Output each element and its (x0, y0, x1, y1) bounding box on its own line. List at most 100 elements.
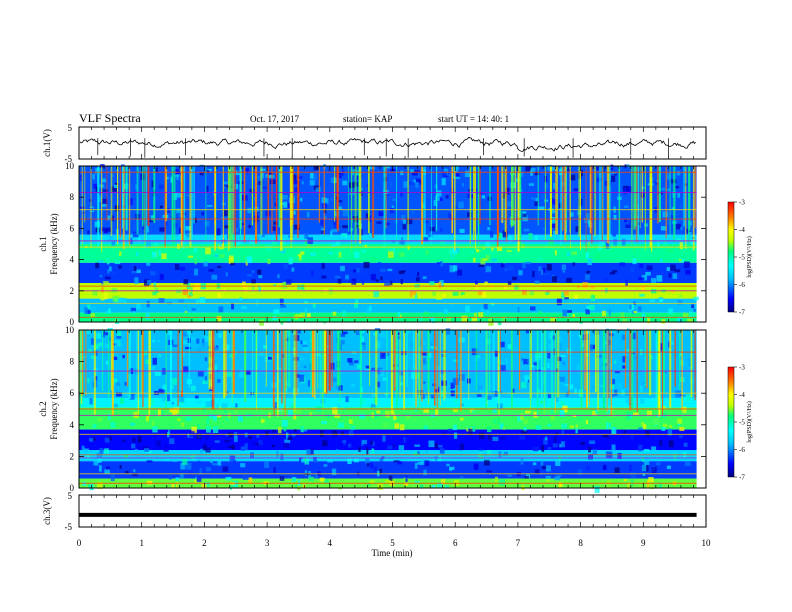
spectrogram-cell (421, 393, 425, 400)
spectrogram-cell (357, 364, 362, 369)
spectrogram-cell (309, 179, 315, 186)
spectrogram-cell (585, 308, 590, 315)
spectrogram-cell (606, 436, 611, 440)
spectrogram-cell (205, 247, 211, 255)
spectrogram-cell (384, 280, 391, 287)
spectrogram-cell (158, 354, 162, 357)
spectrogram-cell (300, 197, 303, 202)
spectrogram-cell (300, 426, 304, 433)
spectrogram-cell (90, 313, 95, 318)
spectrogram-streak (101, 330, 104, 391)
spectrogram-streak (395, 330, 398, 410)
spectrogram-cell (124, 393, 130, 397)
spectrogram-cell (323, 288, 328, 292)
spectrogram-streak (182, 166, 184, 241)
spectrogram-cell (491, 258, 498, 262)
spectrogram-cell (324, 479, 329, 484)
ch1-waveform-ylabel: ch.1(V) (42, 129, 52, 157)
spectrogram-cell (390, 410, 395, 416)
spectrogram-cell (338, 175, 342, 179)
spectrogram-cell (223, 408, 227, 414)
spectrogram-cell (120, 397, 124, 404)
spectrogram-cell (432, 316, 436, 324)
spectrogram-cell (439, 448, 445, 454)
spectrogram-cell (129, 393, 135, 400)
spectrogram-cell (196, 433, 202, 440)
spectrogram-streak (310, 330, 313, 394)
spectrogram-cell (506, 392, 512, 397)
spectrogram-cell (217, 458, 222, 466)
spectrogram-cell (327, 414, 331, 419)
spectrogram-cell (546, 478, 551, 482)
spectrogram-streak (403, 330, 406, 410)
spectrogram-cell (189, 455, 193, 460)
spectrogram-cell (588, 218, 592, 225)
spectrogram-cell (87, 304, 90, 309)
spectrogram-cell (274, 401, 277, 409)
spectrogram-cell (180, 422, 185, 427)
spectrogram-cell (302, 287, 309, 290)
spectrogram-cell (495, 396, 498, 401)
spectrogram-cell (349, 280, 354, 284)
spectrogram-cell (210, 458, 213, 463)
spectrogram-cell (273, 284, 277, 287)
spectrogram-cell (514, 284, 519, 290)
spectrogram-streak (227, 166, 230, 251)
spectrogram-cell (171, 401, 175, 405)
spectrogram-cell (362, 329, 365, 334)
spectrogram-cell (214, 253, 218, 258)
spectrogram-cell (103, 281, 109, 285)
spectrogram-cell (207, 168, 212, 172)
spectrogram-cell (371, 441, 375, 447)
spectrogram-streak (421, 166, 424, 245)
spectrogram-cell (356, 267, 360, 273)
spectrogram-cell (193, 246, 197, 253)
spectrogram-cell (406, 214, 413, 220)
spectrogram-cell (233, 460, 237, 466)
spectrogram-cell (391, 240, 396, 243)
spectrogram-cell (644, 430, 650, 437)
spectrogram-cell (431, 394, 435, 399)
spectrogram-cell (102, 198, 108, 204)
spectrogram-cell (646, 410, 652, 416)
spectrogram-band (79, 397, 697, 408)
spectrogram-cell (370, 273, 376, 281)
spectrogram-streak (399, 330, 401, 398)
spectrogram-cell (106, 258, 110, 265)
spectrogram-cell (294, 187, 300, 193)
spectrogram-streak (607, 166, 610, 244)
spectrogram-cell (596, 430, 602, 434)
spectrogram-cell (348, 430, 354, 436)
spectrogram-cell (288, 409, 293, 417)
spectrogram-streak (639, 166, 641, 229)
spectrogram-cell (87, 230, 90, 235)
spectrogram-cell (500, 262, 505, 268)
spectrogram-cell (538, 311, 543, 314)
spectrogram-cell (443, 309, 448, 315)
spectrogram-cell (526, 188, 529, 191)
spectrogram-streak (256, 330, 258, 411)
spectrogram-cell (291, 477, 297, 483)
spectrogram-cell (441, 430, 447, 436)
spectrogram-cell (299, 374, 305, 382)
spectrogram-streak (598, 166, 601, 244)
spectrogram-streak (232, 330, 235, 395)
spectrogram-cell (525, 166, 531, 172)
spectrogram-cell (362, 345, 366, 350)
spectrogram-streak (424, 166, 426, 237)
spectrogram-cell (283, 426, 287, 432)
spectrogram-cell (656, 462, 661, 466)
spectrogram-cell (101, 334, 106, 338)
spectrogram-cell (366, 462, 370, 467)
spectrogram-cell (284, 388, 288, 394)
spectrogram-cell (234, 183, 239, 190)
spectrogram-streak (110, 166, 113, 236)
spectrogram-cell (657, 287, 662, 293)
spectrogram-cell (674, 269, 681, 273)
spectrogram-cell (181, 331, 188, 337)
spectrogram-cell (522, 213, 527, 218)
spectrogram-cell (585, 419, 589, 425)
spectrogram-cell (155, 167, 158, 173)
spectrogram-streak (251, 166, 254, 226)
